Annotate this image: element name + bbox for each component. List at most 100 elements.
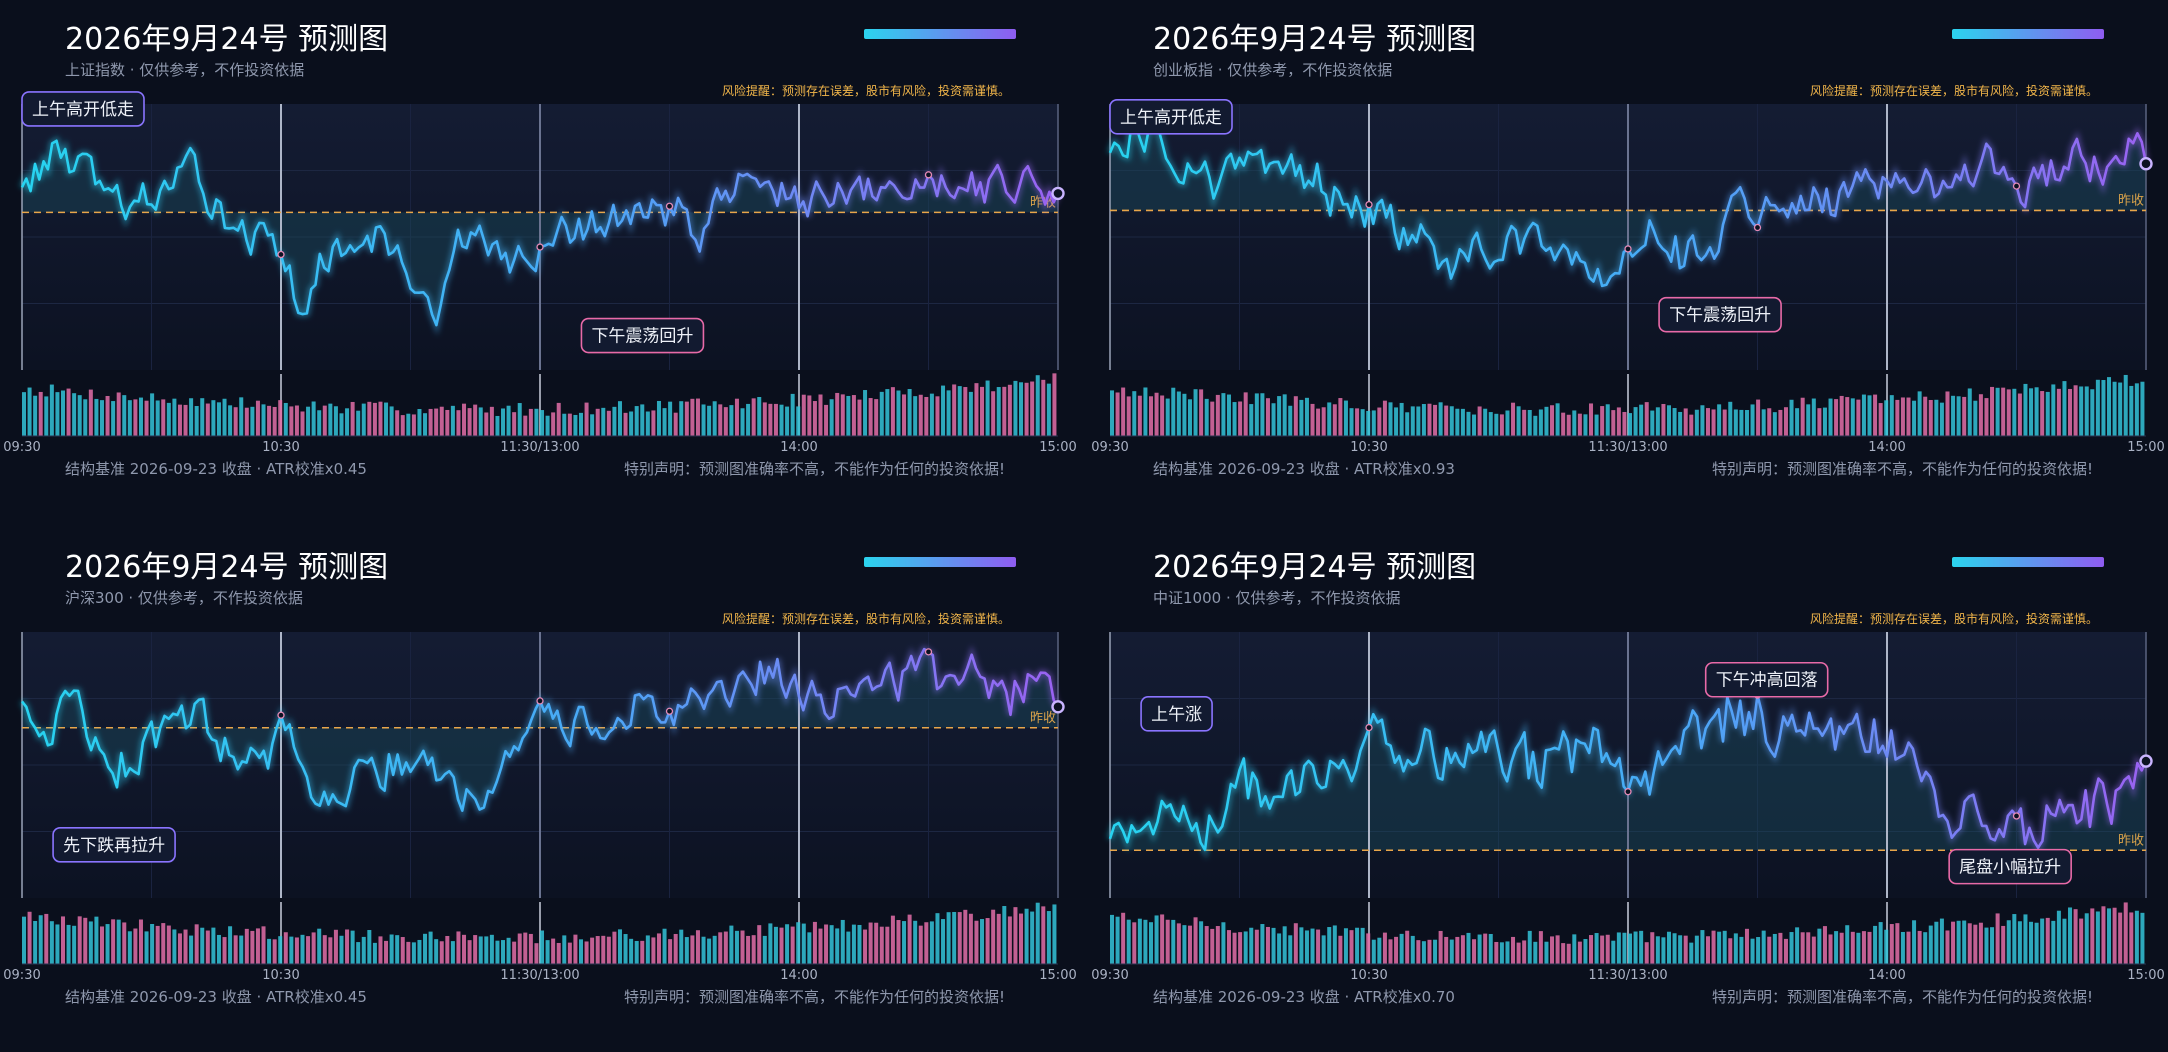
x-tick-label: 10:30: [1350, 968, 1387, 983]
volume-bar: [645, 935, 650, 964]
volume-bar: [818, 394, 823, 436]
volume-bar: [534, 943, 539, 964]
volume-bar: [183, 929, 188, 964]
volume-bar: [1561, 943, 1566, 964]
volume-bar: [2073, 909, 2078, 964]
volume-bar: [1900, 397, 1905, 436]
volume-bar: [785, 406, 790, 436]
volume-bar: [177, 404, 182, 436]
annotation-label: 下午震荡回升: [591, 327, 693, 347]
volume-bar: [1750, 404, 1755, 436]
volume-bar: [1199, 921, 1204, 964]
volume-bar: [228, 405, 233, 436]
volume-bar: [1795, 927, 1800, 964]
volume-bar: [423, 933, 428, 964]
volume-bar: [540, 410, 545, 436]
volume-bar: [1778, 409, 1783, 436]
volume-bar: [673, 933, 678, 964]
volume-bar: [1343, 928, 1348, 964]
volume-bar: [122, 395, 127, 436]
volume-bar: [2084, 913, 2089, 964]
volume-bar: [1566, 414, 1571, 436]
volume-bar: [874, 922, 879, 964]
volume-bar: [1511, 936, 1516, 964]
volume-bar: [1984, 398, 1989, 436]
volume-bar: [216, 934, 221, 964]
volume-bar: [222, 398, 227, 436]
volume-bar: [1828, 398, 1833, 436]
volume-bar: [506, 405, 511, 436]
volume-bar: [155, 925, 160, 964]
volume-bar: [83, 917, 88, 964]
volume-bar: [478, 407, 483, 436]
volume-bar: [1488, 933, 1493, 964]
volume-bar: [2140, 912, 2145, 964]
volume-bar: [1767, 936, 1772, 964]
volume-bar: [890, 915, 895, 964]
volume-bar: [389, 406, 394, 436]
volume-bar: [1366, 410, 1371, 436]
annotation-label: 先下跌再拉升: [63, 836, 165, 856]
volume-bar: [372, 942, 377, 964]
volume-bar: [1633, 931, 1638, 964]
volume-bar: [2056, 388, 2061, 436]
x-tick-label: 11:30/13:00: [500, 968, 579, 983]
marker-point: [924, 171, 933, 179]
volume-bar: [434, 408, 439, 436]
volume-bar: [913, 396, 918, 436]
volume-bar: [918, 925, 923, 964]
volume-bar: [345, 929, 350, 964]
volume-bar: [668, 401, 673, 436]
volume-bar: [1494, 413, 1499, 436]
annotation-label: 上午高开低走: [1120, 108, 1222, 128]
volume-bar: [2051, 920, 2056, 964]
volume-bar: [1861, 394, 1866, 436]
volume-bar: [1221, 393, 1226, 436]
volume-bar: [718, 932, 723, 964]
volume-bar: [528, 933, 533, 964]
volume-bar: [1622, 411, 1627, 436]
volume-bar: [512, 412, 517, 436]
volume-bar: [1288, 935, 1293, 964]
volume-bar: [44, 913, 49, 964]
volume-bar: [980, 919, 985, 964]
volume-bar: [540, 930, 545, 964]
volume-bar: [1160, 395, 1165, 436]
volume-bar: [1605, 934, 1610, 964]
volume-bar: [1978, 922, 1983, 964]
volume-bar: [1878, 403, 1883, 436]
volume-bar: [1644, 402, 1649, 436]
x-tick-label: 09:30: [3, 968, 40, 983]
volume-bar: [1956, 396, 1961, 436]
volume-bar: [1845, 925, 1850, 964]
volume-bar: [1176, 923, 1181, 964]
volume-bar: [879, 926, 884, 964]
volume-bar: [1433, 939, 1438, 964]
volume-bar: [1967, 923, 1972, 964]
volume-bar: [952, 384, 957, 436]
volume-bar: [1822, 926, 1827, 964]
volume-bar: [216, 402, 221, 436]
volume-bar: [835, 392, 840, 436]
volume-bar: [1165, 398, 1170, 436]
volume-bar: [2040, 918, 2045, 964]
volume-bar: [595, 936, 600, 964]
volume-bar: [656, 933, 661, 964]
volume-bar: [60, 390, 65, 436]
volume-bar: [2045, 917, 2050, 964]
volume-bar: [384, 402, 389, 436]
volume-bar: [1566, 943, 1571, 964]
x-tick-label: 15:00: [2127, 440, 2164, 455]
footer-basis: 结构基准 2026-09-23 收盘 · ATR校准x0.45: [65, 460, 367, 478]
volume-bar: [339, 935, 344, 964]
volume-bar: [729, 405, 734, 436]
volume-bar: [77, 916, 82, 964]
marker-point: [536, 697, 544, 705]
volume-bar: [1594, 414, 1599, 436]
volume-bar: [1951, 395, 1956, 436]
volume-bar: [367, 930, 372, 964]
volume-bar: [1483, 933, 1488, 964]
volume-bar: [1689, 414, 1694, 436]
volume-bar: [1193, 917, 1198, 964]
volume-bar: [2006, 389, 2011, 436]
